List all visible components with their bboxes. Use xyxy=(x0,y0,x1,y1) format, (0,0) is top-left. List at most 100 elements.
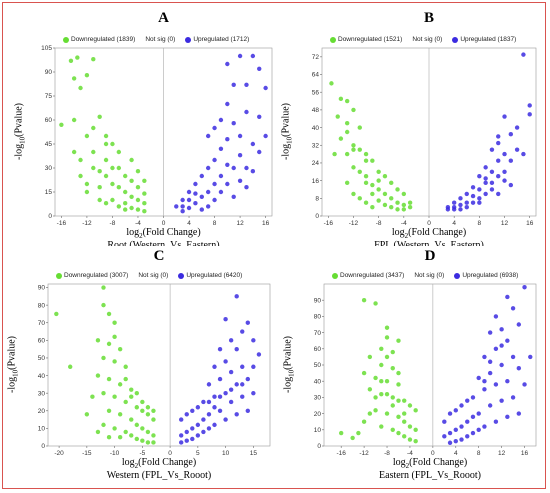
data-point xyxy=(351,143,356,148)
legend-marker xyxy=(332,272,338,279)
data-point xyxy=(499,343,504,348)
data-point xyxy=(140,438,145,443)
data-point xyxy=(514,125,520,130)
data-point xyxy=(201,399,206,405)
data-point xyxy=(470,395,476,400)
data-point xyxy=(502,151,507,157)
x-tick-label: 4 xyxy=(452,220,456,227)
data-point xyxy=(179,440,184,445)
data-point xyxy=(447,411,453,416)
data-point xyxy=(407,424,413,429)
data-point xyxy=(90,394,95,399)
data-point xyxy=(174,204,179,209)
data-point xyxy=(244,185,249,190)
x-tick-label: 4 xyxy=(454,450,458,457)
data-point xyxy=(482,387,487,392)
data-point xyxy=(180,197,185,203)
data-point xyxy=(95,373,101,378)
data-point xyxy=(110,141,115,147)
panel-letter: D xyxy=(424,248,436,264)
data-point xyxy=(237,153,243,158)
panel-letter: A xyxy=(158,10,169,26)
data-point xyxy=(212,197,217,203)
data-point xyxy=(184,438,189,443)
legend-label: Downregulated (1839) xyxy=(71,36,136,43)
data-point xyxy=(244,165,249,171)
data-point xyxy=(528,354,533,360)
data-point xyxy=(217,346,223,352)
data-point xyxy=(91,165,96,171)
data-point xyxy=(240,382,245,387)
data-point xyxy=(390,366,395,371)
x-tick-label: -8 xyxy=(110,220,116,227)
legend-label: Upregulated (1837) xyxy=(460,36,517,43)
data-point xyxy=(505,294,510,300)
data-point xyxy=(263,85,268,91)
data-point xyxy=(212,125,217,131)
x-tick-label: -16 xyxy=(57,220,67,227)
data-point xyxy=(363,174,369,179)
data-point xyxy=(496,174,501,179)
legend-item-up: Upregulated (1712) xyxy=(185,36,249,43)
data-point xyxy=(379,379,384,384)
data-point xyxy=(84,181,90,187)
data-point xyxy=(223,317,228,322)
data-point xyxy=(145,405,151,410)
data-point xyxy=(329,81,334,86)
x-axis-label: log2(Fold Change) xyxy=(392,457,468,470)
x-tick-label: 4 xyxy=(187,220,191,227)
data-point xyxy=(516,411,522,416)
series-upregulated xyxy=(442,285,533,445)
panel-b: B Downregulated (1521) Not sig (0) Upregula… xyxy=(281,8,542,251)
data-point xyxy=(123,207,128,212)
data-point xyxy=(134,436,139,442)
data-point xyxy=(502,114,507,119)
data-point xyxy=(186,189,192,195)
legend-item-up: Upregulated (6420) xyxy=(178,272,242,279)
y-tick-label: 40 xyxy=(314,378,322,385)
data-point xyxy=(477,174,482,179)
data-point xyxy=(223,390,228,396)
data-point xyxy=(447,440,453,445)
data-point xyxy=(376,187,381,192)
y-tick-label: 50 xyxy=(38,355,46,362)
data-point xyxy=(231,121,236,126)
legend: Downregulated (3007) Not sig (0) Upregulat… xyxy=(56,272,242,279)
data-point xyxy=(338,430,344,436)
data-point xyxy=(78,173,83,179)
data-point xyxy=(78,157,83,163)
data-point xyxy=(390,395,395,400)
y-tick-label: 90 xyxy=(38,285,46,292)
data-point xyxy=(477,200,482,205)
panel-subtitle: FPL (Western_Vs_Eastern) xyxy=(322,240,536,251)
data-point xyxy=(234,412,239,417)
y-tick-label: 32 xyxy=(312,142,320,149)
legend-item-notsig: Not sig (0) xyxy=(412,36,442,43)
data-point xyxy=(505,379,510,384)
x-tick-label: 12 xyxy=(236,220,244,227)
data-point xyxy=(373,375,378,381)
data-point xyxy=(212,157,217,163)
data-point xyxy=(140,399,145,405)
data-point xyxy=(363,151,369,157)
x-tick-label: 12 xyxy=(498,450,506,457)
data-point xyxy=(402,434,407,439)
data-point xyxy=(356,430,361,436)
data-point xyxy=(97,185,102,190)
data-point xyxy=(101,355,106,361)
data-point xyxy=(245,376,250,382)
data-point xyxy=(396,430,401,436)
data-point xyxy=(451,207,457,212)
y-tick-label: 105 xyxy=(41,45,52,52)
data-point xyxy=(384,379,390,384)
y-tick-label: 0 xyxy=(48,213,52,220)
data-point xyxy=(357,169,362,174)
legend: Downregulated (1521) Not sig (0) Upregulat… xyxy=(330,36,516,43)
x-tick-label: -8 xyxy=(384,450,390,457)
data-point xyxy=(112,359,117,364)
data-point xyxy=(112,320,117,325)
data-point xyxy=(129,194,134,199)
data-point xyxy=(470,185,476,190)
data-point xyxy=(373,395,378,400)
panel-letter: C xyxy=(153,248,165,264)
